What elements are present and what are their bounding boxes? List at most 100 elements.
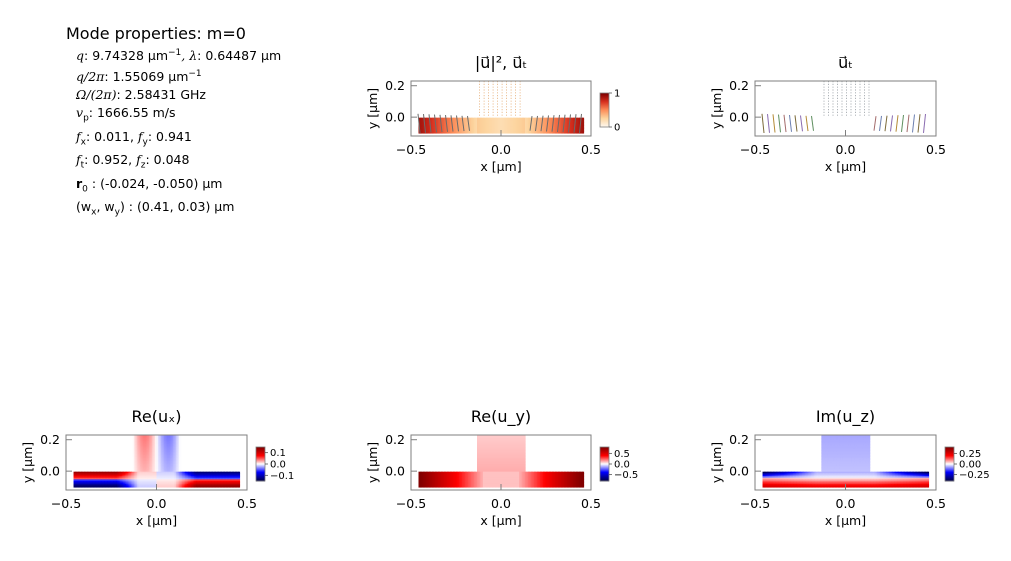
q2pi-line: q/2π: 1.55069 µm−1 [76,65,281,86]
wy-subscript: y [114,207,120,218]
omega-line: Ω/(2π): 2.58431 GHz [76,86,281,104]
colorbar: 0.50.0−0.5 [599,446,638,482]
x-axis-label: x [µm] [825,513,866,528]
vp-label: v [76,105,84,121]
fx-value: : 0.011, [85,128,138,144]
y-tick-label: 0.0 [40,464,60,479]
q-label: q [76,48,85,64]
panel-re_uy: −0.5 0.0 0.50.00.2x [µm]y [µm]Re(u_y)0.50.… [365,407,638,528]
vp-value: : 1666.55 m/s [88,105,176,121]
y-tick-label: 0.0 [385,464,405,479]
fx-subscript: x [80,137,86,148]
panel-intensity: −0.5 0.0 0.50.00.2x [µm]y [µm]|u⃗|², u⃗ₜ01 [365,53,620,174]
panel-title: |u⃗|², u⃗ₜ [475,53,527,72]
omega-label: Ω/(2π) [76,87,117,103]
colorbar-tick-label: −0.5 [614,470,638,481]
q-lambda-line: q: 9.74328 µm−1, λ: 0.64487 µm [76,44,281,65]
x-tick-label: 0.5 [581,496,601,511]
colorbar-tick-label: 0.5 [614,449,630,460]
y-tick-label: 0.2 [385,78,405,93]
r0-subscript: 0 [82,184,88,195]
x-axis-label: x [µm] [136,513,177,528]
colorbar: 01 [599,89,620,134]
w-label: (w [76,199,92,215]
x-tick-label: −0.5 [740,142,770,157]
quiver-transverse [761,81,926,134]
panel-title: Im(u_z) [816,407,875,427]
r0-label: r [76,175,83,191]
panel-title: Re(u_y) [471,407,531,427]
x-axis-label: x [µm] [480,159,521,174]
x-tick-label: −0.5 [396,496,426,511]
x-axis-label: x [µm] [480,513,521,528]
colorbar-tick-label: −0.25 [959,470,990,481]
panel-im_uz: −0.5 0.0 0.5 0.0 0.2 x [µm] y [µm] Im(u_z) 0.250… [709,407,990,528]
y-axis-label: y [µm] [20,442,35,483]
fy-value: : 0.941 [147,128,192,144]
x-tick-label: 0.5 [926,496,946,511]
y-axis-label: y [µm] [365,88,380,129]
colorbar-tick-label: 0.0 [270,460,286,471]
q2pi-value: : 1.55069 µm [104,69,189,85]
plot-frame [754,80,937,137]
q-exponent: −1 [168,48,182,58]
r0-line: r0 : (-0.024, -0.050) µm [76,175,281,199]
x-tick-label: 0.5 [926,142,946,157]
width-value: ) : (0.41, 0.03) µm [119,199,235,215]
ft-label: f [76,152,81,168]
q-value: : 9.74328 µm [84,48,168,64]
colorbar-tick-label: 0.25 [959,449,981,460]
x-tick-label: 0.0 [491,496,511,511]
fz-value: : 0.048 [145,152,190,168]
y-axis-label: y [µm] [709,88,724,129]
panel-title: Re(uₓ) [132,407,182,426]
fx-fy-line: fx: 0.011, fy: 0.941 [76,128,281,152]
y-tick-label: 0.0 [729,464,749,479]
x-tick-label: −0.5 [51,496,81,511]
fy-subscript: y [142,137,148,148]
colorbar-tick-label: 0.1 [270,448,286,459]
y-axis-label: y [µm] [365,442,380,483]
q2pi-exponent: −1 [188,69,202,80]
lambda-value: : 0.64487 µm [197,48,282,64]
mode-properties-title: Mode properties: m=0 [66,24,246,43]
vp-subscript: p [83,113,89,124]
q2pi-label: q/2π [76,69,105,85]
y-axis-label: y [µm] [709,442,724,483]
fy-label: f [137,128,143,144]
x-tick-label: 0.0 [147,496,167,511]
x-tick-label: 0.5 [237,496,257,511]
panel-re_ux: −0.5 0.0 0.50.00.2x [µm]y [µm]Re(uₓ)0.10.0… [20,407,294,528]
y-tick-label: 0.0 [729,110,749,125]
panel-title: u⃗ₜ [838,53,853,72]
colorbar-tick-label: 0 [614,123,620,134]
omega-value: : 2.58431 GHz [116,87,207,103]
lambda-label: , λ [181,48,198,64]
x-tick-label: −0.5 [740,496,770,511]
mode-properties-panel: Mode properties: m=0 q: 9.74328 µm−1, λ:… [66,24,281,222]
x-tick-label: 0.0 [836,142,856,157]
fx-label: f [76,128,81,144]
x-tick-label: 0.0 [491,142,511,157]
ft-subscript: t [80,160,85,171]
r0-value: : (-0.024, -0.050) µm [87,175,223,191]
y-tick-label: 0.2 [729,432,749,447]
y-tick-label: 0.2 [40,432,60,447]
y-tick-label: 0.2 [729,78,749,93]
wx-subscript: x [91,207,97,218]
y-tick-label: 0.0 [385,110,405,125]
ft-fz-line: ft: 0.952, fz: 0.048 [76,151,281,175]
fz-label: f [136,152,141,168]
colorbar: 0.250.00−0.25 [944,446,990,482]
colorbar-tick-label: 0.0 [614,460,630,471]
colorbar-frame [599,92,610,128]
width-line: (wx, wy) : (0.41, 0.03) µm [76,198,281,222]
x-tick-label: 0.0 [836,496,856,511]
panel-transverse: −0.5 0.0 0.5 0.0 0.2 x [µm] y [µm] u⃗ₜ [709,53,946,174]
colorbar-tick-label: −0.1 [270,471,294,482]
colorbar-tick-label: 0.00 [959,460,981,471]
colorbar-tick-label: 1 [614,89,620,100]
x-axis-label: x [µm] [825,159,866,174]
ft-value: : 0.952, [84,152,137,168]
